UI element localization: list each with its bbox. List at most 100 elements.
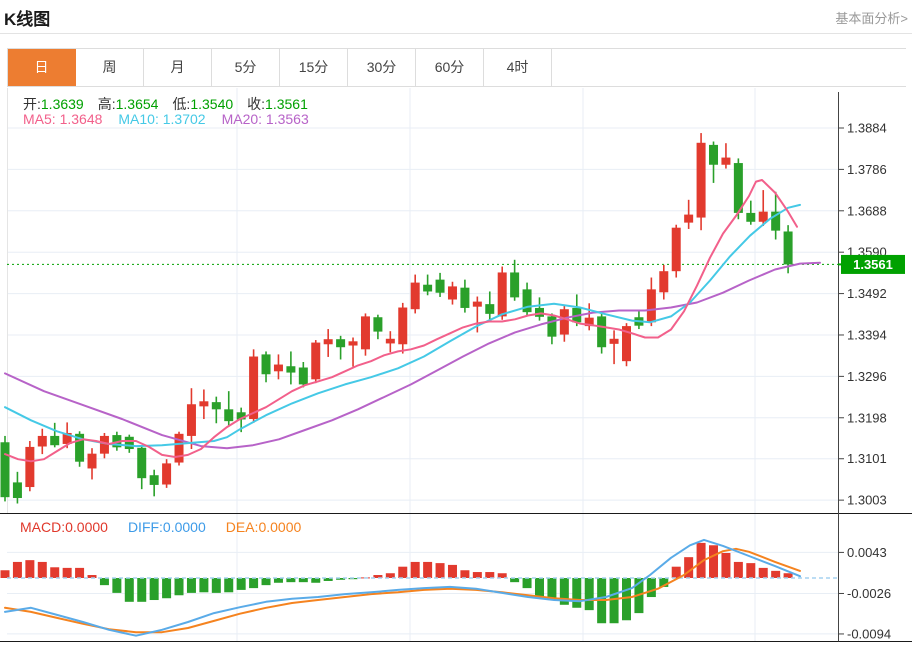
tab-week[interactable]: 周 bbox=[76, 49, 144, 86]
macd-bar bbox=[336, 578, 346, 580]
candle-body bbox=[124, 436, 134, 450]
candle-body bbox=[249, 356, 259, 420]
candle-body bbox=[385, 338, 395, 344]
candle-body bbox=[12, 482, 22, 499]
quote-item: 高:1.3654 bbox=[97, 96, 159, 112]
ma-legend-item: MA10: 1.3702 bbox=[118, 111, 206, 127]
tab-month[interactable]: 月 bbox=[144, 49, 212, 86]
ohlc-readout: 开:1.3639 高:1.3654 低:1.3540 收:1.3561 bbox=[23, 94, 322, 114]
fundamental-analysis-link[interactable]: 基本面分析> bbox=[835, 11, 908, 26]
macd-bar bbox=[298, 578, 308, 583]
macd-bar bbox=[746, 563, 756, 578]
axis-label: 1.3394 bbox=[847, 327, 887, 342]
macd-bar bbox=[497, 573, 507, 578]
candle-body bbox=[273, 364, 283, 372]
candle-body bbox=[137, 447, 147, 479]
candle-body bbox=[721, 157, 731, 165]
macd-bar bbox=[162, 578, 172, 599]
axis-label: 1.3296 bbox=[847, 369, 887, 384]
candle-body bbox=[87, 453, 97, 469]
macd-bar bbox=[236, 578, 246, 590]
macd-bar bbox=[137, 578, 147, 602]
candle-body bbox=[733, 163, 743, 213]
macd-bar bbox=[733, 561, 743, 578]
macd-bar bbox=[771, 570, 781, 578]
macd-bar bbox=[249, 578, 259, 589]
tab-5min[interactable]: 5分 bbox=[212, 49, 280, 86]
macd-chart[interactable]: 0.0043 -0.0026 -0.0094 bbox=[0, 513, 912, 647]
candle-body bbox=[25, 446, 35, 488]
macd-bar bbox=[373, 575, 383, 578]
macd-bar bbox=[62, 567, 72, 578]
macd-legend: MACD:0.0000 DIFF:0.0000 DEA:0.0000 bbox=[20, 519, 321, 535]
macd-bar bbox=[684, 557, 694, 578]
current-price-tag-label: 1.3561 bbox=[853, 257, 893, 272]
macd-bar bbox=[37, 561, 47, 578]
candle-body bbox=[348, 341, 358, 346]
macd-bar bbox=[149, 578, 159, 601]
candle-body bbox=[522, 289, 532, 313]
candle-body bbox=[684, 214, 694, 223]
macd-bar bbox=[609, 578, 619, 624]
macd-legend-item: MACD:0.0000 bbox=[20, 519, 108, 535]
macd-bar bbox=[124, 578, 134, 602]
macd-bar bbox=[435, 563, 445, 578]
quote-item: 收:1.3561 bbox=[247, 96, 308, 112]
candle-body bbox=[671, 227, 681, 272]
candle-body bbox=[162, 463, 172, 485]
macd-bar bbox=[50, 567, 60, 578]
header-divider bbox=[0, 33, 912, 34]
candle-body bbox=[336, 339, 346, 348]
axis-label: 1.3786 bbox=[847, 162, 887, 177]
candle-body bbox=[783, 231, 793, 265]
tab-4hour[interactable]: 4时 bbox=[484, 49, 552, 86]
tab-60min[interactable]: 60分 bbox=[416, 49, 484, 86]
candle-body bbox=[373, 317, 383, 332]
macd-bar bbox=[224, 578, 234, 593]
candle-body bbox=[199, 401, 209, 407]
tab-day[interactable]: 日 bbox=[8, 49, 76, 86]
macd-bar bbox=[211, 578, 221, 593]
candle-body bbox=[99, 435, 109, 454]
macd-bar bbox=[522, 578, 532, 589]
candle-body bbox=[286, 366, 296, 373]
current-price-tag bbox=[841, 254, 905, 274]
macd-bar bbox=[559, 578, 569, 605]
tab-15min[interactable]: 15分 bbox=[280, 49, 348, 86]
candle-body bbox=[460, 287, 470, 308]
diff-line bbox=[4, 538, 801, 637]
macd-legend-item: DEA:0.0000 bbox=[225, 519, 302, 535]
macd-bar bbox=[87, 575, 97, 578]
macd-bar bbox=[261, 578, 271, 586]
candle-body bbox=[559, 309, 569, 335]
macd-bar bbox=[584, 578, 594, 611]
axis-label: 1.3884 bbox=[847, 121, 887, 136]
macd-bar bbox=[99, 578, 109, 586]
candle-body bbox=[510, 272, 520, 298]
macd-bar bbox=[75, 567, 85, 578]
candle-body bbox=[311, 342, 321, 380]
macd-bar bbox=[485, 572, 495, 578]
candle-body bbox=[50, 435, 60, 446]
candle-body bbox=[758, 211, 768, 222]
macd-bar bbox=[423, 561, 433, 578]
candle-body bbox=[485, 304, 495, 314]
candlestick-chart[interactable]: 1.38841.37861.36881.35901.34921.33941.32… bbox=[0, 88, 912, 513]
axis-label: -0.0094 bbox=[847, 626, 891, 641]
axis-label: 1.3003 bbox=[847, 493, 887, 508]
quote-item: 低:1.3540 bbox=[172, 96, 234, 112]
axis-label: -0.0026 bbox=[847, 586, 891, 601]
candle-body bbox=[410, 282, 420, 310]
macd-bar bbox=[709, 545, 719, 578]
timeframe-tab-bar: 日周月 5分 15分 30分 60分 4时 bbox=[7, 48, 906, 87]
macd-bar bbox=[112, 578, 122, 593]
candle-body bbox=[261, 354, 271, 375]
ma-legend-item: MA20: 1.3563 bbox=[221, 111, 309, 127]
tab-30min[interactable]: 30分 bbox=[348, 49, 416, 86]
macd-bar bbox=[174, 578, 184, 596]
candle-body bbox=[360, 316, 370, 350]
macd-bar bbox=[199, 578, 209, 593]
macd-bar bbox=[385, 573, 395, 578]
macd-bar bbox=[12, 561, 22, 578]
